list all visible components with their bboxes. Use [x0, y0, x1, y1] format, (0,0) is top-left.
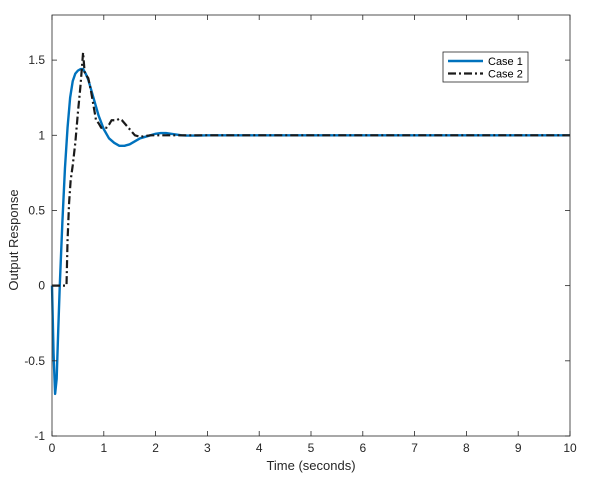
y-tick-label: -1: [34, 429, 45, 443]
y-tick-label: 0: [38, 279, 45, 293]
series-layer: [50, 51, 570, 396]
x-tick-label: 1: [100, 441, 107, 455]
x-tick-label: 7: [411, 441, 418, 455]
x-tick-label: 3: [204, 441, 211, 455]
y-tick-label: 1.5: [28, 53, 45, 67]
x-tick-label: 10: [563, 441, 577, 455]
x-tick-label: 5: [308, 441, 315, 455]
x-axis-label: Time (seconds): [266, 458, 355, 473]
y-tick-label: 1: [38, 128, 45, 142]
x-tick-label: 2: [152, 441, 159, 455]
legend-box: [442, 51, 529, 83]
x-tick-label: 6: [359, 441, 366, 455]
axes-layer: 0 1 2 3 4 5 6 7 8 9 10 -1 -0.5 0 0.5 1 1.5: [24, 14, 577, 455]
y-tick-label: 0.5: [28, 203, 45, 217]
plot-background: [52, 15, 570, 436]
legend-label-1: Case 1: [488, 56, 523, 68]
x-tick-label: 4: [256, 441, 263, 455]
series-line-2: [52, 51, 570, 287]
y-axis-label: Output Response: [6, 189, 21, 290]
x-tick-label: 8: [463, 441, 470, 455]
x-tick-label: 9: [515, 441, 522, 455]
x-tick-label: 0: [49, 441, 56, 455]
legend-label-2: Case 2: [488, 69, 523, 81]
y-tick-label: -0.5: [24, 354, 45, 368]
plot-area: [52, 15, 570, 436]
